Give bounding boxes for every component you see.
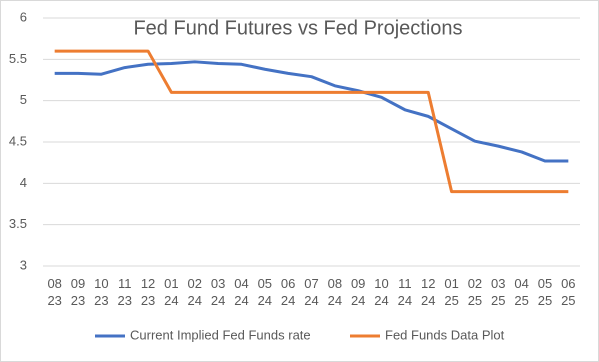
x-tick-label: 05 25 (538, 276, 552, 308)
legend-label: Current Implied Fed Funds rate (130, 327, 311, 342)
x-tick-year: 25 (468, 293, 482, 308)
x-tick-month: 10 (94, 276, 108, 291)
x-tick-month: 02 (468, 276, 482, 291)
x-tick-year: 25 (491, 293, 505, 308)
x-tick-label: 10 23 (94, 276, 108, 308)
x-tick-month: 12 (141, 276, 155, 291)
x-tick-year: 24 (211, 293, 225, 308)
x-tick-year: 25 (561, 293, 575, 308)
x-tick-label: 06 24 (281, 276, 295, 308)
x-tick-label: 01 24 (164, 276, 178, 308)
x-tick-month: 03 (211, 276, 225, 291)
x-tick-label: 12 24 (421, 276, 435, 308)
x-tick-month: 02 (188, 276, 202, 291)
x-tick-label: 04 24 (234, 276, 248, 308)
x-tick-month: 09 (71, 276, 85, 291)
x-tick-year: 24 (188, 293, 202, 308)
x-tick-label: 02 24 (188, 276, 202, 308)
x-tick-month: 11 (398, 276, 412, 291)
x-tick-label: 03 24 (211, 276, 225, 308)
series-line (54, 49, 569, 194)
x-tick-month: 04 (514, 276, 528, 291)
x-tick-month: 04 (234, 276, 248, 291)
x-tick-month: 06 (281, 276, 295, 291)
x-tick-year: 24 (374, 293, 388, 308)
series-line (54, 60, 569, 163)
x-tick-label: 03 25 (491, 276, 505, 308)
x-tick-year: 23 (71, 293, 85, 308)
x-tick-label: 09 23 (71, 276, 85, 308)
y-tick-label: 4.5 (9, 133, 27, 148)
x-tick-month: 12 (421, 276, 435, 291)
x-tick-year: 23 (47, 293, 61, 308)
x-tick-year: 24 (281, 293, 295, 308)
x-tick-month: 01 (164, 276, 178, 291)
x-tick-label: 07 24 (304, 276, 318, 308)
x-tick-year: 24 (398, 293, 412, 308)
x-tick-month: 06 (561, 276, 575, 291)
y-tick-label: 4 (20, 175, 27, 190)
x-tick-year: 23 (117, 293, 131, 308)
x-tick-label: 06 25 (561, 276, 575, 308)
y-tick-label: 3.5 (9, 216, 27, 231)
x-tick-year: 25 (444, 293, 458, 308)
y-tick-label: 5.5 (9, 51, 27, 66)
y-tick-label: 5 (20, 92, 27, 107)
x-tick-label: 05 24 (258, 276, 272, 308)
chart-title: Fed Fund Futures vs Fed Projections (133, 17, 462, 39)
x-tick-year: 25 (514, 293, 528, 308)
x-tick-month: 10 (374, 276, 388, 291)
x-tick-label: 11 24 (398, 276, 412, 308)
x-tick-month: 01 (444, 276, 458, 291)
y-tick-label: 6 (20, 9, 27, 24)
x-tick-month: 07 (304, 276, 318, 291)
x-tick-label: 09 24 (351, 276, 365, 308)
x-tick-label: 02 25 (468, 276, 482, 308)
x-tick-month: 09 (351, 276, 365, 291)
x-tick-year: 25 (538, 293, 552, 308)
x-tick-month: 05 (538, 276, 552, 291)
x-tick-month: 08 (47, 276, 61, 291)
x-tick-year: 24 (304, 293, 318, 308)
x-tick-month: 05 (258, 276, 272, 291)
x-tick-year: 24 (234, 293, 248, 308)
x-tick-month: 08 (328, 276, 342, 291)
x-tick-label: 04 25 (514, 276, 528, 308)
x-tick-label: 12 23 (141, 276, 155, 308)
x-tick-month: 03 (491, 276, 505, 291)
x-tick-year: 23 (94, 293, 108, 308)
y-tick-label: 3 (20, 257, 27, 272)
x-tick-year: 24 (258, 293, 272, 308)
x-tick-year: 23 (141, 293, 155, 308)
x-tick-month: 11 (118, 276, 132, 291)
x-tick-year: 24 (421, 293, 435, 308)
x-tick-label: 08 24 (328, 276, 342, 308)
x-tick-label: 08 23 (47, 276, 61, 308)
legend-label: Fed Funds Data Plot (385, 327, 505, 342)
x-tick-label: 10 24 (374, 276, 388, 308)
x-tick-label: 11 23 (117, 276, 131, 308)
x-tick-year: 24 (328, 293, 342, 308)
x-tick-label: 01 25 (444, 276, 458, 308)
x-tick-year: 24 (164, 293, 178, 308)
x-tick-year: 24 (351, 293, 365, 308)
